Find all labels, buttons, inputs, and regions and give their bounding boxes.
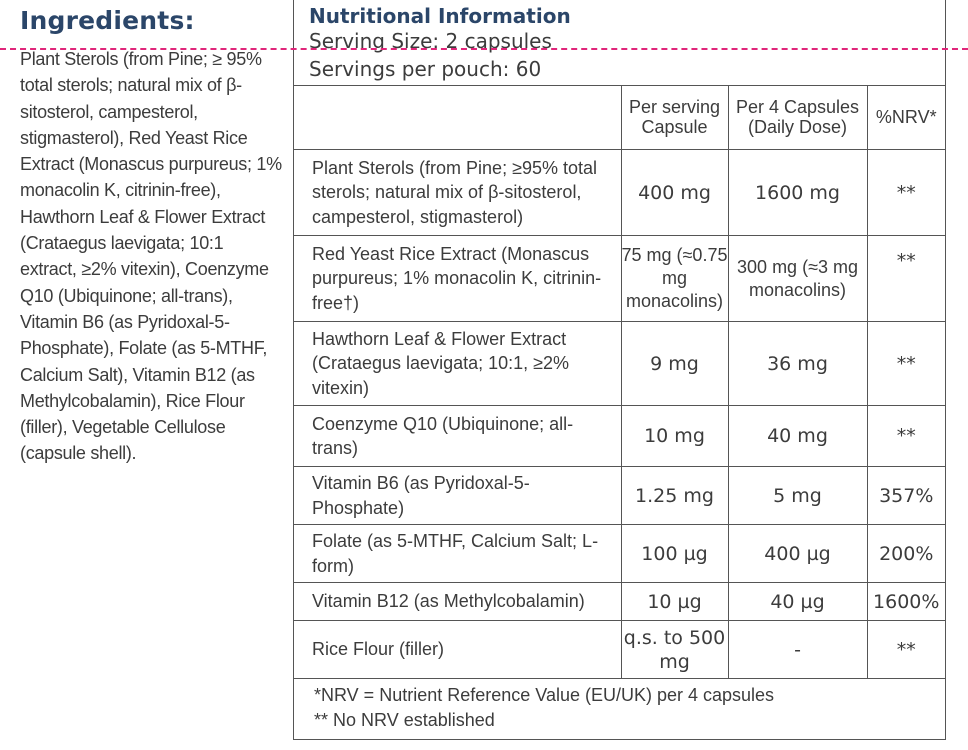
row-per-serving: 10 µg [620,582,729,621]
serving-size: Serving Size: 2 capsules [309,29,552,53]
row-nrv: ** [866,405,945,467]
row-per-4: 300 mg (≈3 mg monacolins) [727,235,868,322]
footnotes: *NRV = Nutrient Reference Value (EU/UK) … [314,683,774,733]
row-per-4: 36 mg [727,321,868,406]
row-name: Vitamin B6 (as Pyridoxal-5-Phosphate) [294,466,622,525]
table-row: Vitamin B6 (as Pyridoxal-5-Phosphate) 1.… [294,466,945,525]
footnote-no-nrv: ** No NRV established [314,710,495,730]
row-name: Folate (as 5-MTHF, Calcium Salt; L-form) [294,524,622,583]
table-row: Vitamin B12 (as Methylcobalamin) 10 µg 4… [294,582,945,621]
header-ingredient [294,85,622,150]
nutrition-panel: Nutritional Information Serving Size: 2 … [293,0,946,740]
servings-per-pouch: Servings per pouch: 60 [309,57,542,81]
nutrition-title: Nutritional Information [309,4,571,28]
ingredients-title: Ingredients: [20,6,195,35]
row-per-4: 40 mg [727,405,868,467]
row-per-4: 1600 mg [727,149,868,236]
row-per-serving: q.s. to 500 mg [620,620,729,679]
row-per-4: - [727,620,868,679]
row-nrv: ** [866,620,945,679]
row-name: Coenzyme Q10 (Ubiquinone; all-trans) [294,405,622,467]
row-per-4: 40 µg [727,582,868,621]
row-nrv: 357% [866,466,945,525]
header-nrv: %NRV* [866,85,945,150]
ingredients-text: Plant Sterols (from Pine; ≥ 95% total st… [20,49,282,464]
table-row: Folate (as 5-MTHF, Calcium Salt; L-form)… [294,524,945,583]
row-per-serving: 10 mg [620,405,729,467]
row-nrv: ** [866,149,945,236]
table-row: Red Yeast Rice Extract (Monascus purpure… [294,235,945,322]
table-row: Plant Sterols (from Pine; ≥95% total ste… [294,149,945,236]
header-per-serving: Per serving Capsule [620,85,729,150]
row-name: Vitamin B12 (as Methylcobalamin) [294,582,622,621]
footnote-nrv: *NRV = Nutrient Reference Value (EU/UK) … [314,685,775,705]
table-header-row: Per serving Capsule Per 4 Capsules (Dail… [294,85,945,150]
row-name: Plant Sterols (from Pine; ≥95% total ste… [294,149,622,236]
row-nrv: 1600% [866,582,945,621]
row-name: Rice Flour (filler) [294,620,622,679]
row-per-serving: 1.25 mg [620,466,729,525]
table-row: Hawthorn Leaf & Flower Extract (Crataegu… [294,321,945,406]
row-per-serving: 100 µg [620,524,729,583]
row-nrv: ** [866,235,945,322]
nutrition-table: Per serving Capsule Per 4 Capsules (Dail… [294,85,945,679]
row-per-4: 400 µg [727,524,868,583]
table-row: Coenzyme Q10 (Ubiquinone; all-trans) 10 … [294,405,945,467]
table-row: Rice Flour (filler) q.s. to 500 mg - ** [294,620,945,679]
row-per-serving: 9 mg [620,321,729,406]
row-per-serving: 75 mg (≈0.75 mg monacolins) [620,235,729,322]
row-nrv: 200% [866,524,945,583]
row-nrv: ** [866,321,945,406]
row-per-serving: 400 mg [620,149,729,236]
row-per-4: 5 mg [727,466,868,525]
row-name: Red Yeast Rice Extract (Monascus purpure… [294,235,622,322]
row-name: Hawthorn Leaf & Flower Extract (Crataegu… [294,321,622,406]
header-per-4-capsules: Per 4 Capsules (Daily Dose) [727,85,868,150]
